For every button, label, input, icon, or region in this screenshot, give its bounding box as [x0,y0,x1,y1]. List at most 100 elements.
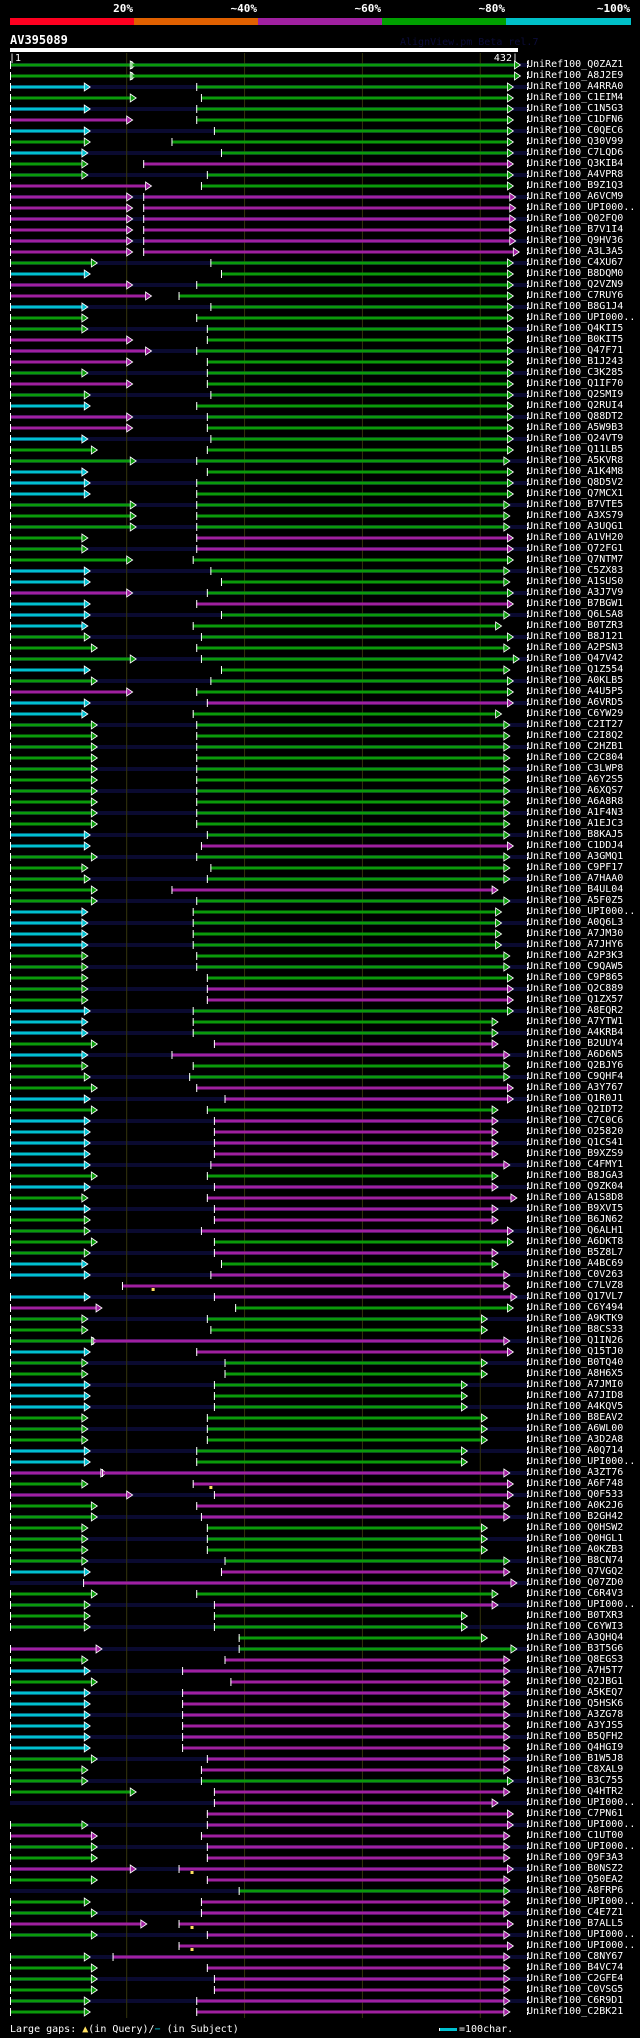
hit-label-link[interactable]: UniRef100_A8FRP6 [527,1885,624,1896]
hit-label-link[interactable]: UniRef100_C1DFN6 [527,114,624,125]
hit-label-link[interactable]: UniRef100_B4VC74 [527,1962,624,1973]
hit-label-link[interactable]: UniRef100_B9Z1Q3 [527,180,624,191]
hit-label-link[interactable]: UniRef100_A6VRD5 [527,697,624,708]
hit-label-link[interactable]: UniRef100_B3C755 [527,1775,624,1786]
hit-label-link[interactable]: UniRef100_A7JID8 [527,1390,624,1401]
hit-label-link[interactable]: UniRef100_C9PF17 [527,862,624,873]
hit-label-link[interactable]: UniRef100_A5F0Z5 [527,895,624,906]
hit-label-link[interactable]: UniRef100_Q07ZD0 [527,1577,624,1588]
hit-label-link[interactable]: UniRef100_A6A8R8 [527,796,624,807]
hit-label-link[interactable]: UniRef100_C3K285 [527,367,624,378]
hit-label-link[interactable]: UniRef100_UPI000.. [527,312,636,323]
hit-label-link[interactable]: UniRef100_Q9F3A3 [527,1852,624,1863]
hit-label-link[interactable]: UniRef100_B8EAV2 [527,1412,624,1423]
hit-label-link[interactable]: UniRef100_Q9HV36 [527,235,624,246]
hit-label-link[interactable]: UniRef100_B9XVI5 [527,1203,624,1214]
hit-label-link[interactable]: UniRef100_B7ALL5 [527,1918,624,1929]
hit-label-link[interactable]: UniRef100_A3ZG78 [527,1709,624,1720]
hit-label-link[interactable]: UniRef100_C2GFE4 [527,1973,624,1984]
hit-label-link[interactable]: UniRef100_A3L3A5 [527,246,624,257]
hit-label-link[interactable]: UniRef100_A2PSN3 [527,642,624,653]
hit-label-link[interactable]: UniRef100_Q17VL7 [527,1291,624,1302]
hit-label-link[interactable]: UniRef100_Q72FG1 [527,543,624,554]
hit-label-link[interactable]: UniRef100_A8J2E9 [527,70,624,81]
hit-label-link[interactable]: UniRef100_A1VH20 [527,532,624,543]
hit-label-link[interactable]: UniRef100_B0KIT5 [527,334,624,345]
hit-label-link[interactable]: UniRef100_A6DKT8 [527,1236,624,1247]
hit-label-link[interactable]: UniRef100_C4E7Z1 [527,1907,624,1918]
hit-label-link[interactable]: UniRef100_Q24VT9 [527,433,624,444]
hit-label-link[interactable]: UniRef100_Q4HGI9 [527,1742,624,1753]
hit-label-link[interactable]: UniRef100_Q2C889 [527,983,624,994]
hit-label-link[interactable]: UniRef100_C6R4V3 [527,1588,624,1599]
hit-label-link[interactable]: UniRef100_A4KQV5 [527,1401,624,1412]
hit-label-link[interactable]: UniRef100_A4U5P5 [527,686,624,697]
hit-label-link[interactable]: UniRef100_C0QEC6 [527,125,624,136]
hit-label-link[interactable]: UniRef100_C7PN61 [527,1808,624,1819]
hit-label-link[interactable]: UniRef100_A3YJS5 [527,1720,624,1731]
hit-label-link[interactable]: UniRef100_Q47F71 [527,345,624,356]
hit-label-link[interactable]: UniRef100_Q7MCX1 [527,488,624,499]
hit-label-link[interactable]: UniRef100_C1N5G3 [527,103,624,114]
hit-label-link[interactable]: UniRef100_B0TQ40 [527,1357,624,1368]
hit-label-link[interactable]: UniRef100_B1J243 [527,356,624,367]
hit-label-link[interactable]: UniRef100_UPI000.. [527,1940,636,1951]
hit-label-link[interactable]: UniRef100_A6Y2S5 [527,774,624,785]
hit-label-link[interactable]: UniRef100_C0V263 [527,1269,624,1280]
hit-label-link[interactable]: UniRef100_Q0F533 [527,1489,624,1500]
hit-label-link[interactable]: UniRef100_UPI000.. [527,1929,636,1940]
hit-label-link[interactable]: UniRef100_B4UL04 [527,884,624,895]
hit-label-link[interactable]: UniRef100_Q50EA2 [527,1874,624,1885]
hit-label-link[interactable]: UniRef100_B8KAJ5 [527,829,624,840]
hit-label-link[interactable]: UniRef100_C2BK21 [527,2006,624,2017]
hit-label-link[interactable]: UniRef100_C2C804 [527,752,624,763]
hit-label-link[interactable]: UniRef100_Q0HGL1 [527,1533,624,1544]
hit-label-link[interactable]: UniRef100_B0NSZ2 [527,1863,624,1874]
hit-label-link[interactable]: UniRef100_A3ZT76 [527,1467,624,1478]
hit-label-link[interactable]: UniRef100_C3LWP8 [527,763,624,774]
hit-label-link[interactable]: UniRef100_A4BC69 [527,1258,624,1269]
hit-label-link[interactable]: UniRef100_C9P865 [527,972,624,983]
hit-label-link[interactable]: UniRef100_A0KLB5 [527,675,624,686]
hit-label-link[interactable]: UniRef100_Q2VZN9 [527,279,624,290]
hit-label-link[interactable]: UniRef100_A6F748 [527,1478,624,1489]
hit-label-link[interactable]: UniRef100_B8CN74 [527,1555,624,1566]
hit-label-link[interactable]: UniRef100_Q6LSA8 [527,609,624,620]
hit-label-link[interactable]: UniRef100_Q47V42 [527,653,624,664]
hit-label-link[interactable]: UniRef100_C1DDJ4 [527,840,624,851]
hit-label-link[interactable]: UniRef100_B3T5G6 [527,1643,624,1654]
hit-label-link[interactable]: UniRef100_Q6ALH1 [527,1225,624,1236]
hit-label-link[interactable]: UniRef100_B8CS33 [527,1324,624,1335]
hit-label-link[interactable]: UniRef100_A5KEQ7 [527,1687,624,1698]
hit-label-link[interactable]: UniRef100_B2GH42 [527,1511,624,1522]
hit-label-link[interactable]: UniRef100_A0KZB3 [527,1544,624,1555]
hit-label-link[interactable]: UniRef100_C1EIM4 [527,92,624,103]
hit-label-link[interactable]: UniRef100_A1EJC3 [527,818,624,829]
hit-label-link[interactable]: UniRef100_C7LVZ8 [527,1280,624,1291]
hit-label-link[interactable]: UniRef100_Q1ZX57 [527,994,624,1005]
hit-label-link[interactable]: UniRef100_A3QHQ4 [527,1632,624,1643]
hit-label-link[interactable]: UniRef100_Q0ZAZ1 [527,59,624,70]
hit-label-link[interactable]: UniRef100_Q2BJY6 [527,1060,624,1071]
hit-label-link[interactable]: UniRef100_A4RRA0 [527,81,624,92]
hit-label-link[interactable]: UniRef100_A3UQG1 [527,521,624,532]
hit-label-link[interactable]: UniRef100_C6R9D1 [527,1995,624,2006]
hit-label-link[interactable]: UniRef100_Q1Z554 [527,664,624,675]
hit-label-link[interactable]: UniRef100_UPI000.. [527,1797,636,1808]
hit-label-link[interactable]: UniRef100_A6WL00 [527,1423,624,1434]
hit-label-link[interactable]: UniRef100_A5KVR8 [527,455,624,466]
hit-label-link[interactable]: UniRef100_C7LQD6 [527,147,624,158]
hit-label-link[interactable]: UniRef100_Q1CS41 [527,1137,624,1148]
hit-label-link[interactable]: UniRef100_Q02FQ0 [527,213,624,224]
hit-label-link[interactable]: UniRef100_B9XZS9 [527,1148,624,1159]
hit-label-link[interactable]: UniRef100_C6YWI3 [527,1621,624,1632]
hit-label-link[interactable]: UniRef100_C2I8Q2 [527,730,624,741]
hit-label-link[interactable]: UniRef100_C8XAL9 [527,1764,624,1775]
hit-label-link[interactable]: UniRef100_B8G1J4 [527,301,624,312]
hit-label-link[interactable]: UniRef100_C8NY67 [527,1951,624,1962]
hit-label-link[interactable]: UniRef100_UPI000.. [527,1456,636,1467]
hit-label-link[interactable]: UniRef100_Q8D5V2 [527,477,624,488]
hit-label-link[interactable]: UniRef100_A2P3K3 [527,950,624,961]
hit-label-link[interactable]: UniRef100_A4KRB4 [527,1027,624,1038]
hit-label-link[interactable]: UniRef100_B6JN62 [527,1214,624,1225]
